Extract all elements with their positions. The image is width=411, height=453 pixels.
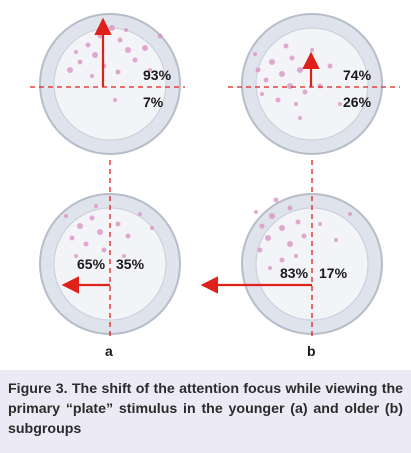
sublabel-a: a <box>105 343 113 359</box>
sublabel-b: b <box>307 343 316 359</box>
pct-b-top-lower: 26% <box>343 94 372 110</box>
gaze-dots-a-bottom <box>64 204 154 258</box>
gaze-dots-b-bottom <box>254 197 352 270</box>
pct-a-bottom-right: 35% <box>116 256 145 272</box>
figure-caption-box: Figure 3. The shift of the attention foc… <box>0 370 411 453</box>
pct-a-bottom-left: 65% <box>77 256 106 272</box>
pct-a-top-lower: 7% <box>143 94 164 110</box>
gaze-dots-b-top <box>253 43 342 120</box>
pct-b-bottom-left: 83% <box>280 265 309 281</box>
figure-caption: Figure 3. The shift of the attention foc… <box>8 381 403 437</box>
pct-b-bottom-right: 17% <box>319 265 348 281</box>
pct-b-top-upper: 74% <box>343 67 372 83</box>
pct-a-top-upper: 93% <box>143 67 172 83</box>
figure-drawing <box>30 13 400 340</box>
